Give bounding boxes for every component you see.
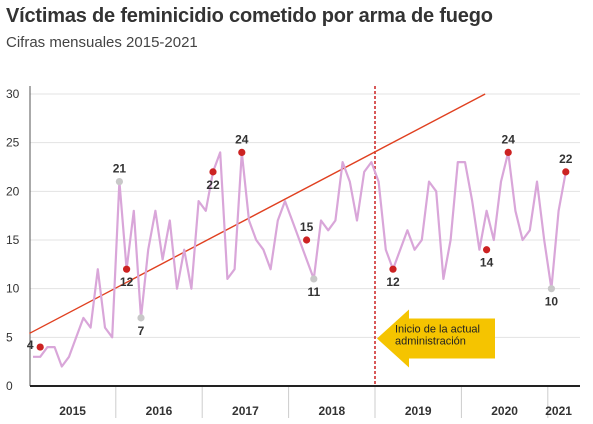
point-label: 14 [480, 256, 494, 270]
point-label: 10 [545, 295, 559, 309]
y-tick-label: 30 [6, 87, 20, 101]
highlight-point [547, 285, 556, 293]
point-label: 22 [559, 152, 573, 166]
year-label: 2018 [318, 404, 345, 418]
point-label: 12 [386, 275, 400, 289]
annotation-text: Inicio de la actual [395, 323, 480, 335]
highlight-point [36, 343, 44, 351]
point-label: 22 [206, 178, 220, 192]
year-label: 2016 [146, 404, 173, 418]
highlight-point [389, 265, 397, 273]
y-tick-label: 5 [6, 330, 13, 344]
point-label: 15 [300, 220, 314, 234]
year-label: 2020 [491, 404, 518, 418]
point-label: 11 [307, 285, 320, 299]
series-line [33, 151, 567, 368]
chart-subtitle: Cifras mensuales 2015-2021 [6, 34, 198, 51]
chart-title: Víctimas de feminicidio cometido por arm… [6, 5, 493, 27]
point-label: 7 [138, 324, 145, 338]
y-tick-label: 20 [6, 184, 20, 198]
highlight-point [483, 246, 491, 254]
y-tick-label: 0 [6, 379, 13, 393]
year-label: 2019 [405, 404, 432, 418]
point-label: 21 [113, 162, 127, 176]
y-tick-label: 25 [6, 136, 20, 150]
highlight-point [137, 314, 145, 322]
highlight-point [123, 265, 131, 273]
year-label: 2021 [545, 404, 572, 418]
y-tick-label: 15 [6, 233, 20, 247]
highlight-point [562, 168, 570, 176]
highlight-point [310, 275, 318, 283]
highlight-point [238, 148, 246, 156]
highlight-point [303, 236, 311, 244]
point-label: 12 [120, 275, 134, 289]
point-label: 24 [502, 132, 516, 146]
annotation-arrow [377, 309, 495, 368]
point-label: 24 [235, 132, 249, 146]
year-label: 2017 [232, 404, 259, 418]
highlight-point [504, 148, 512, 156]
point-label: 4 [27, 338, 34, 352]
annotation-text: administración [395, 335, 466, 347]
year-label: 2015 [59, 404, 86, 418]
highlight-point [209, 168, 217, 176]
y-tick-label: 10 [6, 282, 20, 296]
trend-line [29, 93, 486, 335]
highlight-point [115, 178, 123, 186]
